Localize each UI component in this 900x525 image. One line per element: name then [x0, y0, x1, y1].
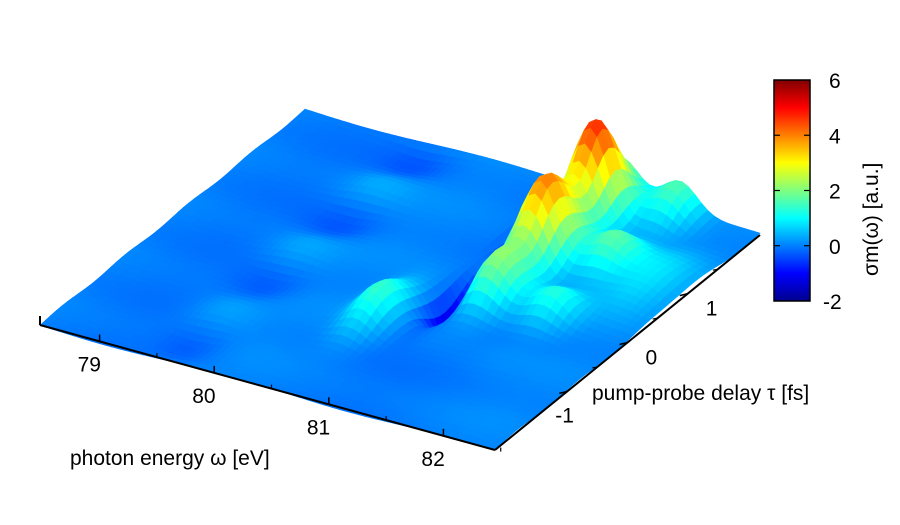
x-tick-label: 81: [307, 416, 330, 439]
x-ticks: 79 80 81 82: [78, 334, 502, 471]
x-axis-label: photon energy ω [eV]: [70, 447, 270, 470]
colorbar-ticks: 6 4 2 0 -2: [774, 70, 842, 314]
y-tick-mark: [619, 341, 628, 346]
x-tick-label: 82: [421, 448, 444, 471]
colorbar-tick-label: 6: [829, 70, 841, 93]
x-tick-label: 80: [192, 385, 215, 408]
colorbar-tick-label: 0: [829, 236, 841, 259]
y-minor-tick: [592, 366, 598, 369]
colorbar-label: σm(ω) [a.u.]: [860, 163, 883, 276]
y-tick-label: -1: [555, 404, 574, 427]
y-minor-tick: [652, 317, 658, 320]
x-axis-line: [39, 324, 496, 451]
y-ticks: -1 0 1: [555, 268, 718, 427]
x-tick-label: 79: [78, 353, 101, 376]
y-tick-mark: [679, 292, 688, 297]
colorbar-tick-label: 2: [829, 181, 841, 204]
y-axis-label: pump-probe delay τ [fs]: [592, 382, 809, 405]
surface-mesh: [39, 108, 761, 450]
y-tick-label: 0: [646, 347, 658, 370]
y-tick-label: 1: [706, 298, 718, 321]
colorbar-tick-label: -2: [823, 291, 842, 314]
colorbar-tick-label: 4: [829, 125, 841, 148]
y-tick-mark: [559, 390, 568, 395]
y-minor-tick: [712, 268, 718, 271]
